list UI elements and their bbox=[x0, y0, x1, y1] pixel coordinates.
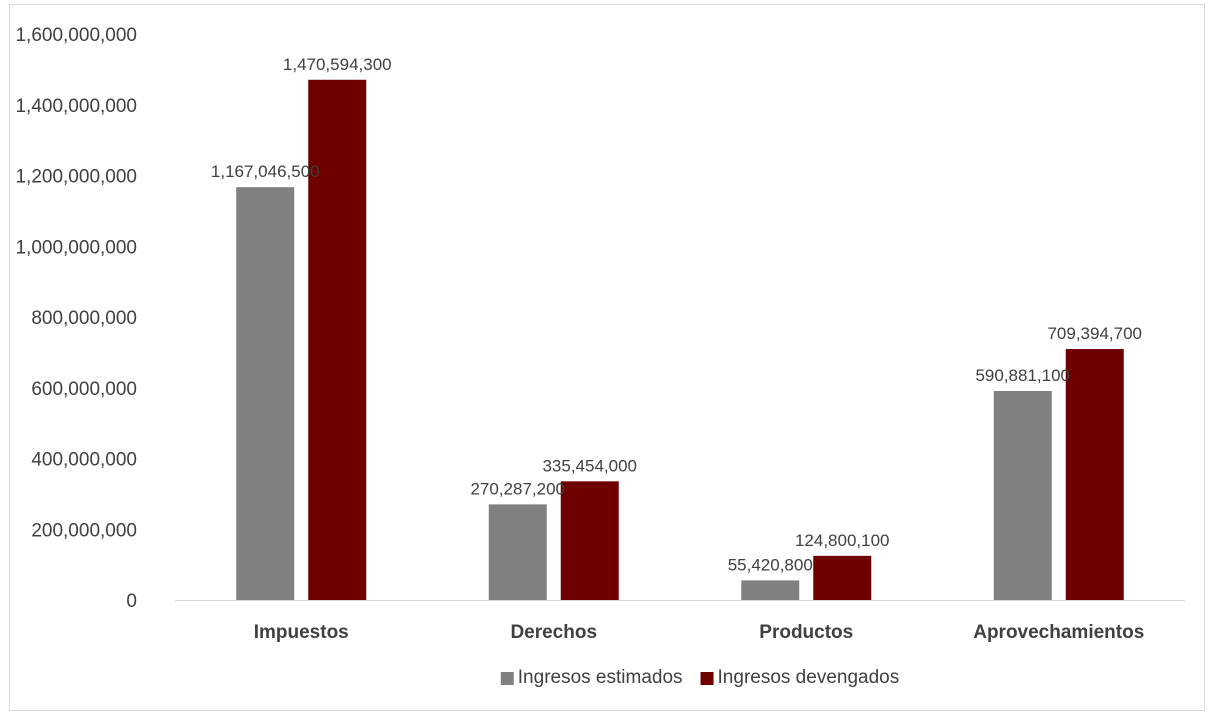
data-label: 270,287,200 bbox=[470, 479, 565, 498]
bar-devengados bbox=[560, 481, 619, 600]
data-label: 709,394,700 bbox=[1047, 324, 1142, 343]
legend-label: Ingresos estimados bbox=[518, 667, 683, 688]
legend-item: Ingresos devengados bbox=[700, 667, 900, 688]
bar-estimados bbox=[488, 504, 547, 600]
x-category-label: Productos bbox=[759, 622, 853, 643]
y-tick-label: 1,600,000,000 bbox=[15, 25, 137, 46]
bar-estimados bbox=[236, 187, 295, 601]
legend-label: Ingresos devengados bbox=[718, 667, 900, 688]
data-label: 55,420,800 bbox=[728, 555, 813, 574]
bar-devengados bbox=[308, 79, 367, 600]
y-axis: 0 200,000,000 400,000,000 600,000,000 800,00… bbox=[15, 25, 137, 612]
y-tick-label: 0 bbox=[126, 591, 137, 612]
bar-devengados bbox=[1065, 349, 1124, 600]
legend-swatch bbox=[700, 672, 714, 685]
data-labels: 1,167,046,500 270,287,200 55,420,800 590,88… bbox=[211, 55, 1142, 575]
bar-estimados bbox=[741, 580, 800, 600]
y-tick-label: 400,000,000 bbox=[31, 450, 137, 471]
bars bbox=[236, 79, 1124, 601]
y-tick-label: 600,000,000 bbox=[31, 379, 137, 400]
y-tick-label: 1,400,000,000 bbox=[15, 96, 137, 117]
legend: Ingresos estimados Ingresos devengados bbox=[500, 667, 900, 688]
data-label: 1,167,046,500 bbox=[211, 162, 320, 181]
x-category-label: Derechos bbox=[510, 622, 597, 643]
x-category-label: Impuestos bbox=[254, 622, 349, 643]
legend-item: Ingresos estimados bbox=[500, 667, 683, 688]
legend-swatch bbox=[500, 672, 514, 685]
x-axis: Impuestos Derechos Productos Aprovechamient… bbox=[175, 600, 1185, 643]
y-tick-label: 200,000,000 bbox=[31, 520, 137, 541]
y-tick-label: 1,200,000,000 bbox=[15, 167, 137, 188]
bar-estimados bbox=[993, 390, 1052, 600]
data-label: 335,454,000 bbox=[542, 456, 637, 475]
data-label: 1,470,594,300 bbox=[283, 55, 392, 74]
data-label: 590,881,100 bbox=[975, 366, 1070, 385]
bar-devengados bbox=[813, 555, 872, 600]
x-category-label: Aprovechamientos bbox=[973, 622, 1144, 643]
data-label: 124,800,100 bbox=[795, 531, 890, 550]
y-tick-label: 800,000,000 bbox=[31, 308, 137, 329]
y-tick-label: 1,000,000,000 bbox=[15, 237, 137, 258]
